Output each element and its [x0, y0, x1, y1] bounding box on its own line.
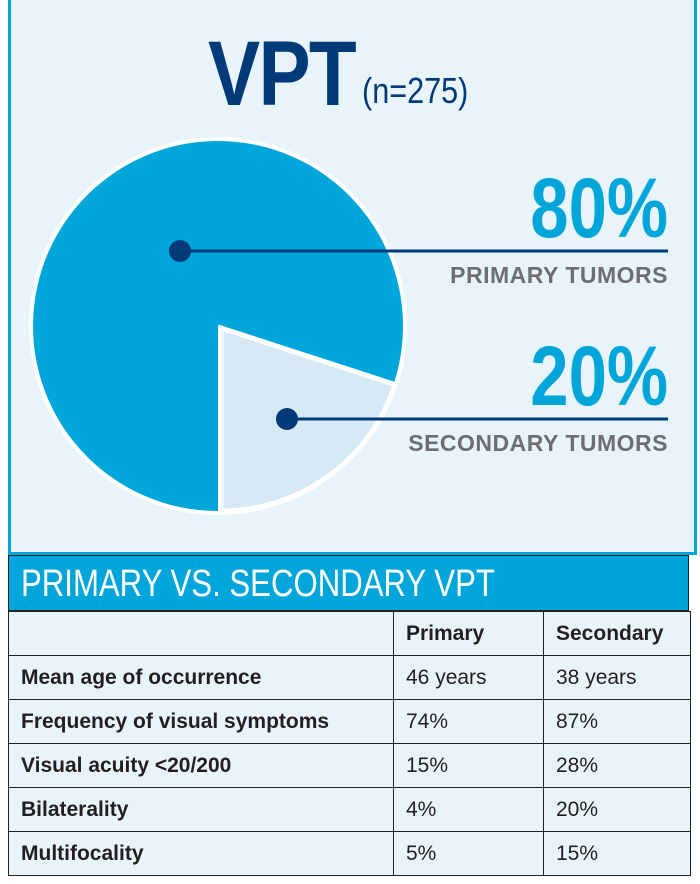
table-cell: 20% — [543, 787, 691, 832]
table-cell: Frequency of visual symptoms — [8, 699, 394, 744]
table-cell: 46 years — [393, 655, 544, 700]
table-row: Mean age of occurrence 46 years 38 years — [8, 655, 691, 700]
table-title-band: PRIMARY VS. SECONDARY VPT — [8, 555, 689, 611]
header-cell — [8, 611, 394, 656]
table-cell: Multifocality — [8, 831, 394, 876]
comparison-table: Primary Secondary Mean age of occurrence… — [8, 611, 691, 876]
pie-chart — [29, 137, 668, 515]
table-cell: 4% — [393, 787, 544, 832]
table-title: PRIMARY VS. SECONDARY VPT — [21, 563, 495, 605]
table-cell: 5% — [393, 831, 544, 876]
table-header-row: Primary Secondary — [8, 611, 691, 656]
table-cell: 15% — [393, 743, 544, 788]
table-cell: 74% — [393, 699, 544, 744]
table-cell: 87% — [543, 699, 691, 744]
table-cell: 28% — [543, 743, 691, 788]
primary-label: PRIMARY TUMORS — [450, 262, 668, 288]
secondary-label: SECONDARY TUMORS — [408, 430, 668, 456]
table-cell: Visual acuity <20/200 — [8, 743, 394, 788]
sample-size: (n=275) — [362, 70, 469, 111]
primary-leader-dot — [169, 240, 191, 262]
table-cell: Bilaterality — [8, 787, 394, 832]
secondary-percent: 20% — [530, 329, 668, 423]
table-row: Frequency of visual symptoms 74% 87% — [8, 699, 691, 744]
header-cell: Primary — [393, 611, 544, 656]
table-cell: Mean age of occurrence — [8, 655, 394, 700]
chart-title: VPT — [208, 23, 357, 125]
pie-slice-primary — [33, 141, 404, 511]
header-cell: Secondary — [543, 611, 691, 656]
primary-percent: 80% — [530, 161, 668, 255]
table-row: Bilaterality 4% 20% — [8, 787, 691, 832]
secondary-leader-dot — [276, 408, 298, 430]
table-row: Multifocality 5% 15% — [8, 831, 691, 876]
table-cell: 38 years — [543, 655, 691, 700]
table-cell: 15% — [543, 831, 691, 876]
table-row: Visual acuity <20/200 15% 28% — [8, 743, 691, 788]
